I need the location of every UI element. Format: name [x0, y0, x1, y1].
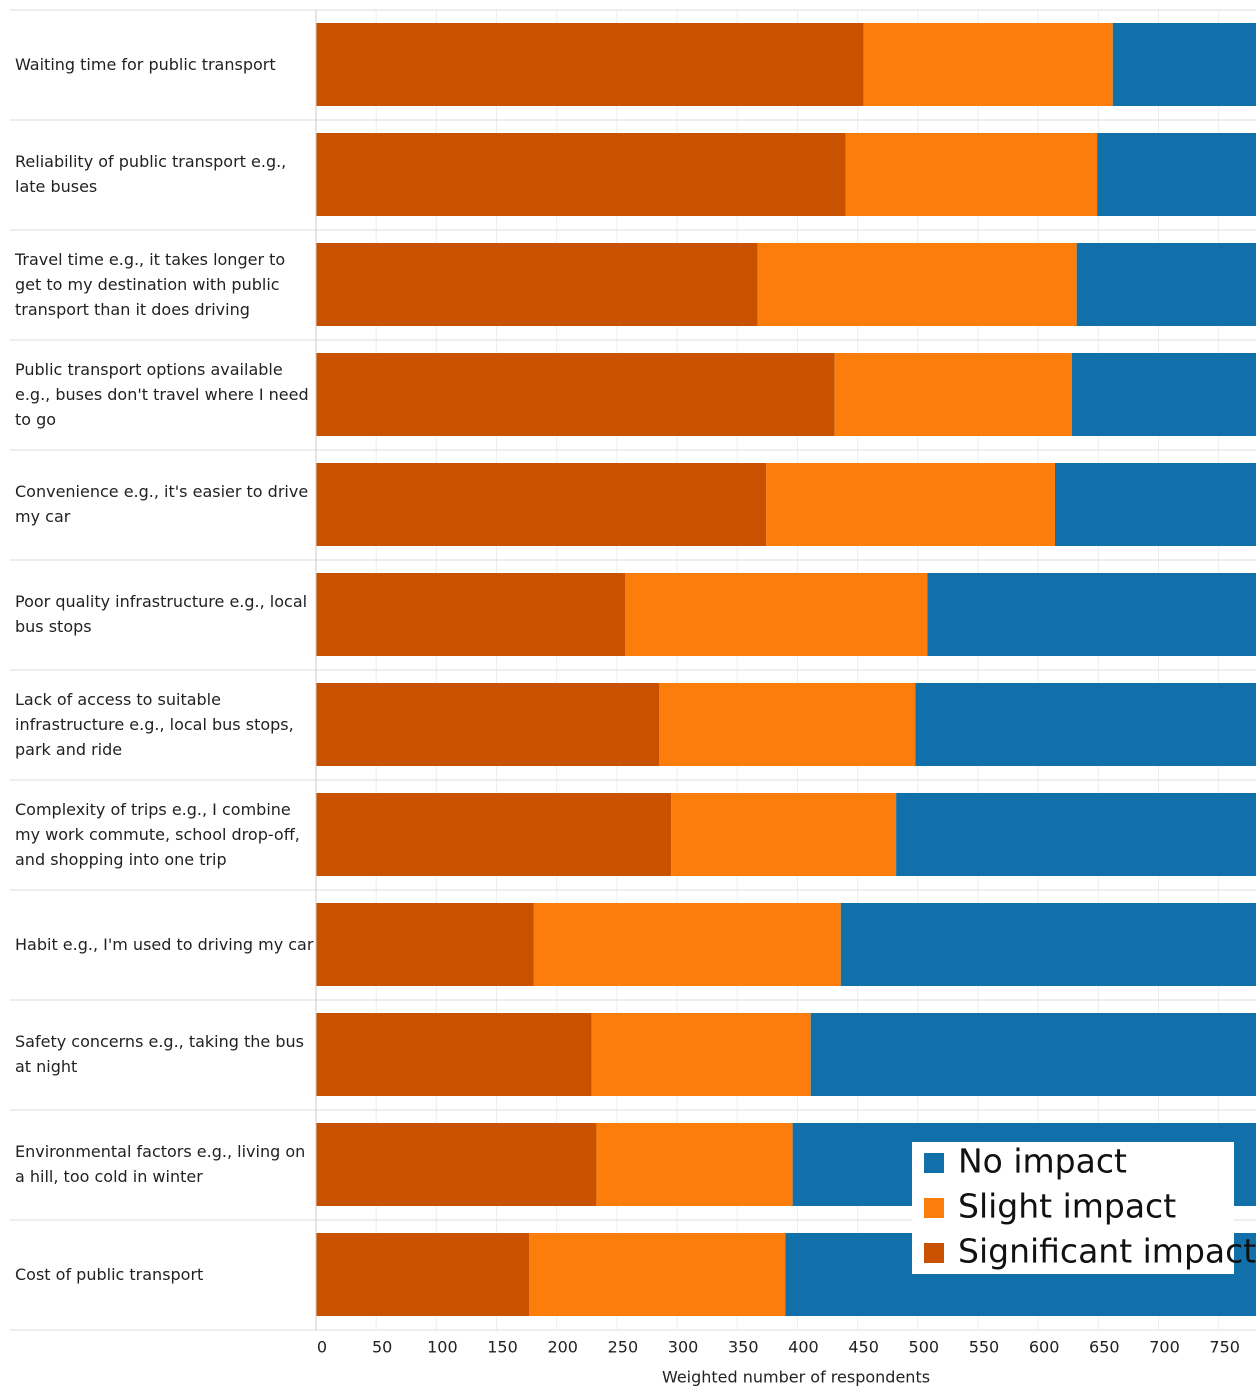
- category-text: Reliability of public transport e.g., la…: [15, 152, 287, 196]
- category-label: Lack of access to suitable infrastructur…: [15, 670, 315, 778]
- category-label: Travel time e.g., it takes longer to get…: [15, 230, 315, 338]
- category-text: Travel time e.g., it takes longer to get…: [15, 249, 286, 319]
- x-tick-label: 150: [487, 1338, 518, 1357]
- bar-segment: [659, 683, 916, 766]
- category-label: Complexity of trips e.g., I combine my w…: [15, 780, 315, 888]
- category-label: Environmental factors e.g., living on a …: [15, 1110, 315, 1218]
- x-tick-label: 450: [848, 1338, 879, 1357]
- category-label: Poor quality infrastructure e.g., local …: [15, 560, 315, 668]
- category-label: Safety concerns e.g., taking the bus at …: [15, 1000, 315, 1108]
- x-tick-label: 550: [969, 1338, 1000, 1357]
- bar-segment: [840, 903, 1256, 986]
- x-tick-label: 250: [608, 1338, 639, 1357]
- bar-segment: [316, 573, 626, 656]
- bar-segment: [625, 573, 928, 656]
- x-tick-label: 0: [317, 1338, 327, 1357]
- legend: No impact Slight impact Significant impact: [912, 1142, 1256, 1274]
- bar-segment: [810, 1013, 1256, 1096]
- bar-segment: [1076, 243, 1256, 326]
- bar-segment: [533, 903, 841, 986]
- x-tick-label: 50: [372, 1338, 392, 1357]
- category-label: Waiting time for public transport: [15, 10, 315, 118]
- legend-swatch: [924, 1198, 944, 1218]
- x-tick-label: 700: [1149, 1338, 1180, 1357]
- bar-segment: [896, 793, 1256, 876]
- bar-segment: [863, 23, 1113, 106]
- bar-segment: [316, 243, 758, 326]
- category-label: Public transport options available e.g.,…: [15, 340, 315, 448]
- bar-segment: [316, 1233, 530, 1316]
- legend-swatch: [924, 1153, 944, 1173]
- bar-segment: [316, 463, 767, 546]
- category-text: Environmental factors e.g., living on a …: [15, 1142, 306, 1186]
- bar-segment: [591, 1013, 811, 1096]
- bar-segment: [316, 1013, 592, 1096]
- bar-segment: [1097, 133, 1256, 216]
- bar-segment: [596, 1123, 793, 1206]
- category-text: Waiting time for public transport: [15, 54, 276, 74]
- category-label: Convenience e.g., it's easier to drive m…: [15, 450, 315, 558]
- category-label: Habit e.g., I'm used to driving my car: [15, 890, 315, 998]
- x-tick-label: 350: [728, 1338, 759, 1357]
- bar-segment: [316, 353, 835, 436]
- x-tick-label: 400: [788, 1338, 819, 1357]
- bar-segment: [915, 683, 1256, 766]
- legend-label: Slight impact: [958, 1187, 1176, 1226]
- x-axis-label: Weighted number of respondents: [662, 1368, 930, 1386]
- x-tick-label: 300: [668, 1338, 699, 1357]
- bar-segment: [757, 243, 1077, 326]
- x-tick-label: 650: [1089, 1338, 1120, 1357]
- bar-segment: [316, 1123, 597, 1206]
- x-tick-label: 100: [427, 1338, 458, 1357]
- bar-segment: [1112, 23, 1256, 106]
- bar-segment: [529, 1233, 786, 1316]
- category-text: Lack of access to suitable infrastructur…: [15, 689, 294, 759]
- bar-segment: [671, 793, 897, 876]
- x-tick-label: 200: [547, 1338, 578, 1357]
- bar-segment: [316, 903, 534, 986]
- bar-segment: [316, 683, 660, 766]
- bar-segment: [316, 793, 672, 876]
- legend-swatch: [924, 1243, 944, 1263]
- bar-segment: [766, 463, 1056, 546]
- bar-segment: [834, 353, 1072, 436]
- x-tick-label: 500: [909, 1338, 940, 1357]
- category-text: Public transport options available e.g.,…: [15, 359, 309, 429]
- bar-segment: [1055, 463, 1256, 546]
- legend-box: [912, 1142, 1234, 1274]
- category-text: Cost of public transport: [15, 1264, 204, 1284]
- bar-segment: [316, 133, 846, 216]
- legend-label: No impact: [958, 1142, 1127, 1181]
- bar-segment: [316, 23, 864, 106]
- legend-label: Significant impact: [958, 1232, 1256, 1271]
- x-tick-label: 600: [1029, 1338, 1060, 1357]
- category-text: Habit e.g., I'm used to driving my car: [15, 934, 314, 954]
- bar-segment: [845, 133, 1098, 216]
- category-label: Cost of public transport: [15, 1220, 315, 1328]
- bar-segment: [1071, 353, 1256, 436]
- category-text: Complexity of trips e.g., I combine my w…: [15, 799, 300, 869]
- bar-segment: [927, 573, 1256, 656]
- x-tick-label: 750: [1209, 1338, 1240, 1357]
- category-label: Reliability of public transport e.g., la…: [15, 120, 315, 228]
- category-text: Safety concerns e.g., taking the bus at …: [15, 1032, 304, 1076]
- category-text: Convenience e.g., it's easier to drive m…: [15, 482, 309, 526]
- category-text: Poor quality infrastructure e.g., local …: [15, 592, 308, 636]
